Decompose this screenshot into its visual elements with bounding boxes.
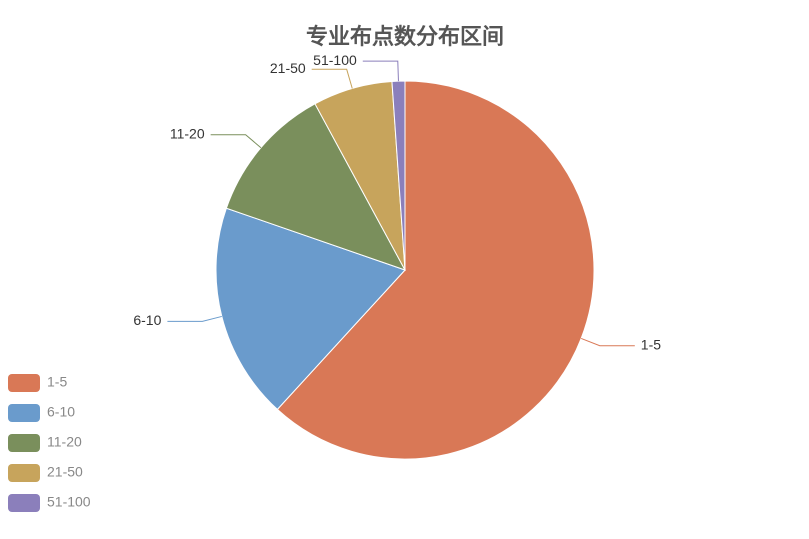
label-line	[167, 315, 222, 322]
legend-swatch	[8, 434, 40, 452]
pie-slice	[225, 103, 407, 271]
legend-label: 1-5	[47, 374, 67, 390]
slice-label: 11-20	[170, 125, 205, 141]
label-line	[311, 68, 353, 89]
legend-label: 6-10	[47, 404, 75, 420]
legend-swatch	[8, 404, 40, 422]
legend-label: 51-100	[47, 494, 91, 510]
legend-swatch	[8, 464, 40, 482]
slice-label: 1-5	[641, 336, 661, 352]
slice-label: 21-50	[270, 60, 306, 76]
pie-slice	[276, 80, 595, 460]
label-line	[210, 134, 262, 149]
label-line	[362, 60, 399, 82]
legend-swatch	[8, 494, 40, 512]
chart-title: 专业布点数分布区间	[306, 24, 504, 49]
label-line	[580, 338, 635, 347]
legend-label: 11-20	[47, 434, 82, 450]
legend-label: 21-50	[47, 464, 83, 480]
slice-label: 51-100	[313, 52, 357, 68]
slice-label: 6-10	[133, 312, 161, 328]
legend-swatch	[8, 374, 40, 392]
